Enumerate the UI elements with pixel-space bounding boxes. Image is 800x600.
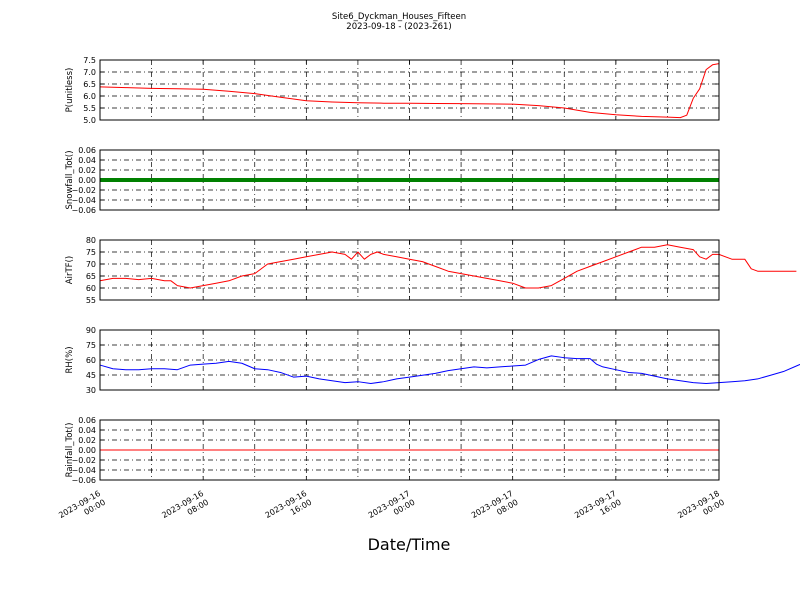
y-tick-label: 30 — [86, 386, 96, 395]
y-tick-label: 5.0 — [83, 116, 96, 125]
y-tick-label: 6.0 — [83, 92, 96, 101]
panel-5: Rainfall_Tot()−0.06−0.04−0.020.000.020.0… — [65, 416, 720, 485]
y-tick-label: −0.02 — [71, 186, 96, 195]
panel-frame — [99, 149, 720, 211]
y-axis-label: P(unitless) — [65, 68, 75, 113]
y-tick-label: −0.04 — [71, 196, 96, 205]
y-tick-label: 7.5 — [83, 56, 96, 65]
y-tick-label: 60 — [86, 284, 96, 293]
y-axis-label: Snowfall_Tot() — [65, 150, 75, 209]
y-axis-label: AirTF() — [65, 256, 75, 284]
series-line — [99, 63, 720, 119]
y-tick-label: 0.06 — [78, 416, 96, 425]
x-axis-label: Date/Time — [368, 535, 451, 554]
y-tick-label: 65 — [86, 272, 96, 281]
y-tick-label: 0.00 — [78, 446, 96, 455]
y-tick-label: 7.0 — [83, 68, 96, 77]
x-tick-label: 2023-09-1608:00 — [160, 489, 210, 529]
panel-2: Snowfall_Tot()−0.06−0.04−0.020.000.020.0… — [65, 146, 720, 215]
y-tick-label: 60 — [86, 356, 96, 365]
y-tick-label: −0.06 — [71, 476, 96, 485]
x-tick-label: 2023-09-1716:00 — [573, 489, 623, 529]
y-tick-label: 55 — [86, 296, 96, 305]
y-tick-label: 75 — [86, 248, 96, 257]
y-tick-label: 90 — [86, 326, 96, 335]
panel-frame — [99, 59, 720, 121]
x-tick-label: 2023-09-1700:00 — [367, 489, 417, 529]
x-tick-label: 2023-09-1616:00 — [264, 489, 314, 529]
chart-title-line2: 2023-09-18 - (2023-261) — [346, 22, 451, 32]
panel-1: P(unitless) 5.0 5.5 6.0 6.5 7.0 7.5 — [65, 56, 720, 125]
y-tick-label: 0.06 — [78, 146, 96, 155]
y-tick-label: 75 — [86, 341, 96, 350]
series-line — [99, 355, 800, 385]
chart-title-line1: Site6_Dyckman_Houses_Fifteen — [332, 12, 466, 22]
y-tick-label: 0.00 — [78, 176, 96, 185]
y-axis-label: Rainfall_Tot() — [65, 423, 75, 478]
series-line — [99, 244, 797, 289]
x-tick-label: 2023-09-1600:00 — [57, 489, 107, 529]
y-axis-label: RH(%) — [65, 346, 75, 373]
y-tick-label: 5.5 — [83, 104, 96, 113]
y-tick-label: 0.02 — [78, 166, 96, 175]
y-tick-label: 45 — [86, 371, 96, 380]
panels: P(unitless) 5.0 5.5 6.0 6.5 7.0 7.5 Snowfall_To… — [65, 56, 800, 485]
y-tick-label: 6.5 — [83, 80, 96, 89]
y-tick-label: 0.02 — [78, 436, 96, 445]
panel-frame — [99, 329, 720, 391]
y-tick-label: 70 — [86, 260, 96, 269]
x-tick-label: 2023-09-1708:00 — [470, 489, 520, 529]
y-tick-label: 0.04 — [78, 426, 96, 435]
panel-3: AirTF() 55 60 65 70 75 80 — [65, 236, 797, 305]
panel-frame — [99, 419, 720, 481]
y-tick-label: −0.06 — [71, 206, 96, 215]
x-tick-labels: 2023-09-1600:00 2023-09-1608:00 2023-09-16… — [57, 489, 726, 529]
panel-4: RH(%) 30 45 60 75 90 — [65, 326, 800, 395]
y-tick-label: 0.04 — [78, 156, 96, 165]
y-tick-label: −0.02 — [71, 456, 96, 465]
panel-frame — [99, 239, 720, 301]
y-tick-label: 80 — [86, 236, 96, 245]
y-tick-label: −0.04 — [71, 466, 96, 475]
x-tick-label: 2023-09-1800:00 — [676, 489, 726, 529]
